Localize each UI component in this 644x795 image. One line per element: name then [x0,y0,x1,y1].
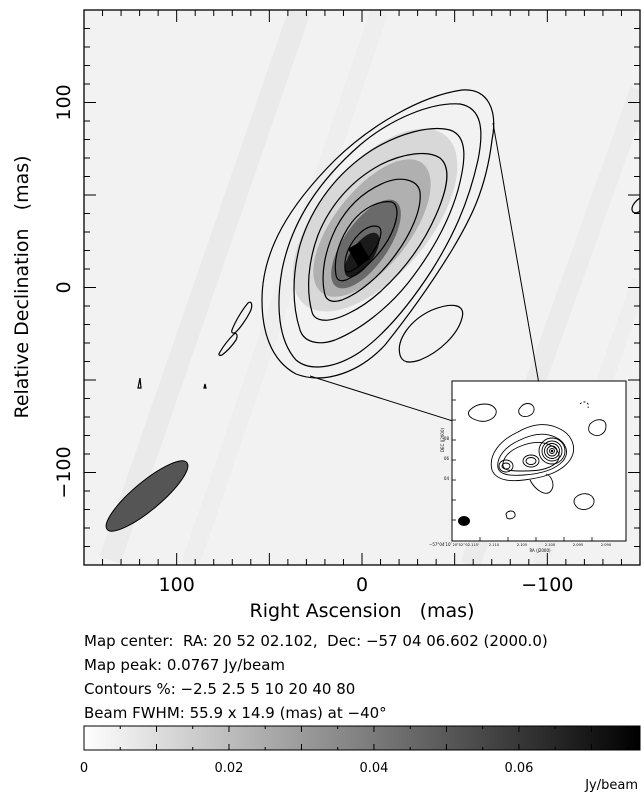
colorbar-tick-labels: 0 0.02 0.04 0.06 [80,761,534,776]
map-peak-line: Map peak: 0.0767 Jy/beam [84,656,285,674]
inset-ticks [452,399,593,541]
inset-x-tick-label: 2.105 [517,543,527,547]
inset-xlabel: RA (J2000) [529,548,551,553]
contour-blob-left-1 [231,301,253,334]
inset-ylabel: DEC (J2000) [440,427,445,452]
inset-contours [467,401,607,520]
colorbar-tick-label: 0.06 [504,761,533,776]
colorbar-tick-label: 0.04 [359,761,388,776]
x-axis-label: Right Ascension (mas) [250,600,475,622]
axis-ticks [83,9,641,566]
inset-y-tick-label: 04 [444,476,450,481]
beam-ellipse [105,460,189,532]
colorbar-tick-label: 0 [80,761,88,776]
x-tick-label: 100 [159,574,195,596]
contour-blob-left-3 [137,377,142,389]
inset-beam [458,516,470,526]
colorbar [83,725,641,751]
inset-x-tick-label: 2.100 [545,543,556,547]
y-tick-label: 0 [53,281,75,293]
contour-5 [322,178,421,302]
inset-x-tick-label: 2.090 [601,543,612,547]
x-tick-labels: 100 0 −100 [159,574,574,596]
y-tick-labels: 100 0 −100 [53,84,75,498]
contours-line: Contours %: −2.5 2.5 5 10 20 40 80 [84,680,355,698]
contour-blob-left-2 [218,332,238,356]
colorbar-unit: Jy/beam [584,778,638,793]
contour-2 [278,103,482,368]
inset-y-ticklabels: 08 06 04 [444,436,450,481]
contour-7 [344,225,382,273]
inset-y-tick-label: 06 [444,456,450,461]
colorbar-ticks [83,726,629,750]
y-tick-label: 100 [53,84,75,120]
colorbar-tick-label: 0.02 [215,761,244,776]
contour-outer [261,89,495,379]
beam-line: Beam FWHM: 55.9 x 14.9 (mas) at −40° [84,704,387,722]
y-axis-label: Relative Declination (mas) [11,155,33,418]
emission-peak [347,241,371,267]
y-tick-label: −100 [53,446,75,498]
contour-blob-left-4 [203,383,207,389]
x-tick-label: 0 [356,574,368,596]
contour-6 [334,201,398,282]
x-tick-label: −100 [521,574,573,596]
inset-x-tick-label: 2.110 [489,543,500,547]
contour-4 [308,152,448,321]
contour-3 [293,127,465,344]
map-center-line: Map center: RA: 20 52 02.102, Dec: −57 0… [84,632,548,650]
inset-panel: DEC (J2000) RA (J2000) −57°04′10″ 08 06 04… [429,380,627,553]
inset-y-tick-label: 08 [444,436,450,441]
inset-x-ticklabels: 20ʰ52ᵐ02.115ˢ 2.110 2.105 2.100 2.095 2.090 [453,543,612,547]
contour-blob-right [398,304,464,363]
contours [137,89,640,389]
inset-x-tick-label: 2.095 [573,543,583,547]
inset-corner-label: −57°04′10″ [429,542,453,547]
inset-core-dot [550,449,554,453]
contour-blob-edge [631,197,640,214]
inset-x-tick-label: 20ʰ52ᵐ02.115ˢ [453,543,480,547]
